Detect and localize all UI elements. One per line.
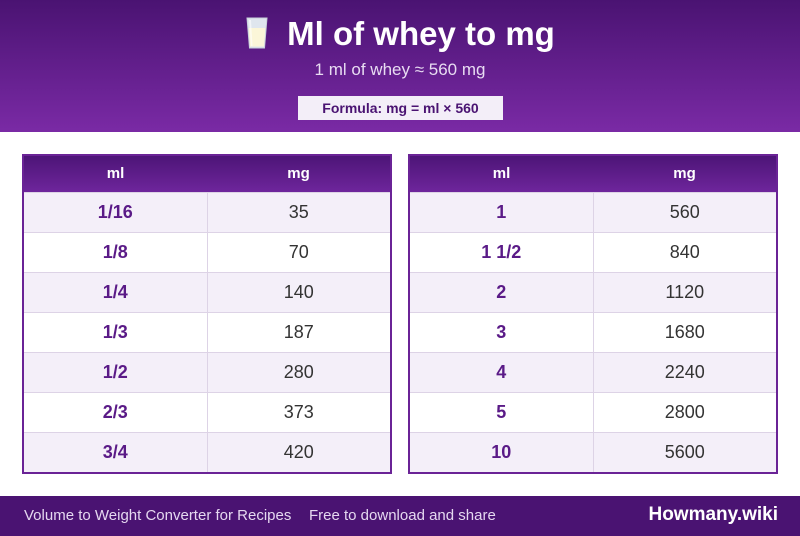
footer-brand: Howmany.wiki [648,504,778,525]
cell-mg: 140 [283,282,314,302]
page-title-row: Ml of whey to mg [0,14,800,54]
cell-mg: 2800 [664,402,705,422]
table-row: 1/4 140 [24,272,390,312]
cell-ml: 3/4 [24,433,208,472]
table-row: 1/8 70 [24,232,390,272]
cell-ml: 1 1/2 [410,233,594,272]
table-header: ml mg [24,156,390,192]
cell-ml: 1 [410,193,594,232]
cell-mg: 187 [283,322,314,342]
cell-mg: 35 [288,202,309,222]
table-row: 1/2 280 [24,352,390,392]
cell-mg: 420 [283,442,314,462]
cell-mg: 280 [283,362,314,382]
footer-tagline: Free to download and share [309,507,496,524]
table-row: 4 2240 [410,352,776,392]
cell-ml: 1/4 [24,273,208,312]
cell-ml: 1/2 [24,353,208,392]
cell-ml: 1/8 [24,233,208,272]
table-row: 3/4 420 [24,432,390,472]
footer-description: Volume to Weight Converter for Recipes [24,507,292,524]
cell-ml: 4 [410,353,594,392]
page-subtitle: 1 ml of whey ≈ 560 mg [314,60,486,79]
formula-badge: Formula: mg = ml × 560 [298,96,503,120]
table-row: 5 2800 [410,392,776,432]
table-row: 2/3 373 [24,392,390,432]
page-title: Ml of whey to mg [287,15,555,52]
table-row: 1 560 [410,192,776,232]
table-row: 1/16 35 [24,192,390,232]
cell-ml: 5 [410,393,594,432]
cell-ml: 1/16 [24,193,208,232]
cell-mg: 1680 [664,322,705,342]
table-row: 3 1680 [410,312,776,352]
column-header-ml: ml [106,165,125,182]
footer-bar: Volume to Weight Converter for Recipes F… [0,496,800,536]
cell-ml: 10 [410,433,594,472]
table-row: 1 1/2 840 [410,232,776,272]
cell-mg: 2240 [664,362,705,382]
table-row: 1/3 187 [24,312,390,352]
header-banner: Ml of whey to mg 1 ml of whey ≈ 560 mg F… [0,0,800,132]
column-header-ml: ml [492,165,511,182]
table-row: 2 1120 [410,272,776,312]
table-header: ml mg [410,156,776,192]
column-header-mg: mg [287,165,310,182]
cell-mg: 1120 [665,282,705,302]
cell-ml: 2/3 [24,393,208,432]
table-row: 10 5600 [410,432,776,472]
cell-mg: 70 [288,242,309,262]
cell-ml: 3 [410,313,594,352]
column-header-mg: mg [673,165,696,182]
cell-mg: 560 [669,202,700,222]
cell-ml: 2 [410,273,594,312]
conversion-table-left: ml mg 1/16 35 1/8 70 1/4 140 1/3 187 1/2 280 … [22,154,392,474]
cell-mg: 373 [283,402,314,422]
milk-glass-icon [246,17,268,49]
cell-ml: 1/3 [24,313,208,352]
cell-mg: 840 [669,242,700,262]
cell-mg: 5600 [664,442,705,462]
